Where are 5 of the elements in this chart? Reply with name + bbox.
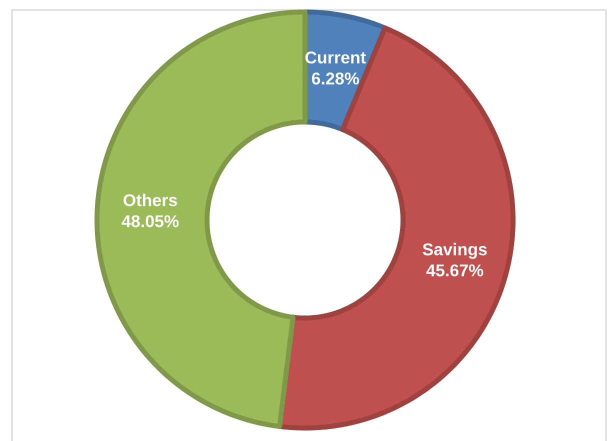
data-label: 45.67% bbox=[426, 264, 484, 276]
data-label: 6.28% bbox=[312, 72, 360, 85]
slice-label: Others bbox=[124, 194, 177, 206]
data-label: 48.05% bbox=[122, 215, 179, 228]
slice-label: Savings bbox=[422, 242, 487, 259]
